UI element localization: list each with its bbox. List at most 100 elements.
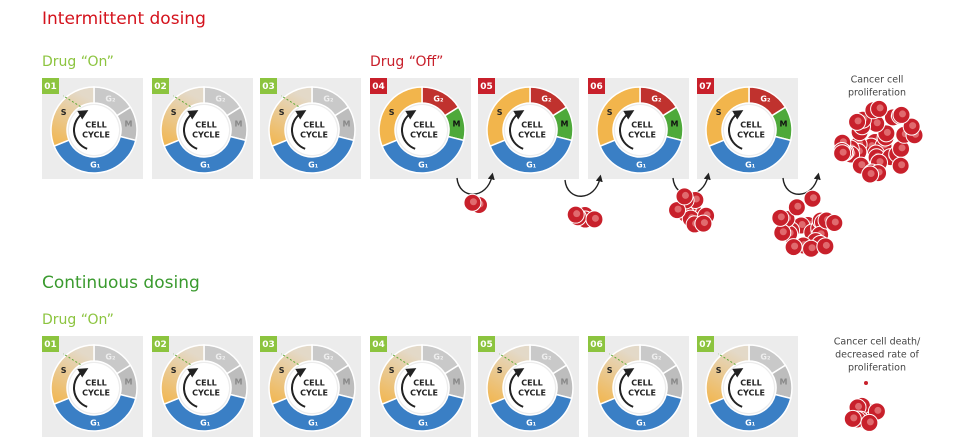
phase-label: M	[779, 377, 787, 386]
phase-label: M	[670, 377, 678, 386]
phase-label: G₂	[215, 95, 226, 104]
cycle-arrow	[619, 110, 635, 150]
panel-number-badge	[370, 336, 387, 352]
drug-block	[280, 353, 299, 366]
cell-nucleus	[674, 205, 682, 213]
cycle-arrow	[183, 368, 199, 408]
panel-number-badge	[478, 78, 495, 94]
cycle-center-label: CYCLE	[82, 131, 110, 140]
cell-nucleus	[779, 228, 787, 236]
phase-label: G₂	[651, 95, 662, 104]
cycle-center-label: CYCLE	[192, 131, 220, 140]
cancer-cell-cluster	[832, 99, 924, 184]
cycle-center-label: CELL	[195, 121, 217, 130]
cell-nucleus	[777, 213, 785, 221]
cycle-center-label: CELL	[195, 379, 217, 388]
phase-label: G₂	[323, 353, 334, 362]
drug-block	[717, 353, 736, 366]
phase-label: G₂	[541, 95, 552, 104]
cycle-center-label: CYCLE	[737, 389, 765, 398]
cell-nucleus	[898, 110, 906, 118]
phase-s	[705, 344, 750, 406]
cycle-arrow	[291, 368, 307, 408]
panel-number: 02	[154, 340, 167, 350]
phase-label: G₂	[323, 95, 334, 104]
cancer-cell-cluster	[843, 396, 886, 432]
phase-label: S	[607, 108, 613, 117]
phase-label: S	[61, 108, 67, 117]
cycle-center-label: CYCLE	[737, 131, 765, 140]
panel-number-badge	[697, 78, 714, 94]
phase-label: G₁	[418, 418, 429, 427]
phase-label: G₁	[418, 160, 429, 169]
growth-arrow	[564, 174, 603, 197]
panel-number: 02	[154, 82, 167, 92]
cycle-center-label: CELL	[303, 121, 325, 130]
cell-nucleus	[854, 117, 862, 125]
phase-label: M	[234, 119, 242, 128]
panel-number-badge	[588, 336, 605, 352]
phase-s	[268, 86, 313, 148]
cycle-center-label: CYCLE	[410, 131, 438, 140]
outcome-label: proliferation	[848, 363, 906, 374]
cell-nucleus	[794, 202, 802, 210]
cell-nucleus	[808, 244, 816, 252]
phase-s	[378, 86, 423, 148]
cell-nucleus	[839, 148, 847, 156]
panel-number: 04	[372, 340, 385, 350]
cell-nucleus	[874, 406, 882, 414]
drug-block	[498, 353, 517, 366]
phase-label: S	[279, 108, 285, 117]
cycle-center-label: CELL	[303, 379, 325, 388]
cell-nucleus	[469, 198, 477, 206]
cell-nucleus	[898, 161, 906, 169]
phase-label: G₂	[651, 353, 662, 362]
phase-label: M	[560, 119, 568, 128]
drug-block	[172, 95, 191, 108]
phase-label: S	[171, 366, 177, 375]
phase-label: M	[342, 119, 350, 128]
cycle-center-label: CELL	[631, 379, 653, 388]
phase-label: G₂	[433, 95, 444, 104]
phase-label: G₂	[541, 353, 552, 362]
phase-label: G₁	[90, 160, 101, 169]
phase-label: G₁	[526, 160, 537, 169]
cycle-center-label: CYCLE	[410, 389, 438, 398]
drug-block	[280, 95, 299, 108]
cell-nucleus	[692, 195, 700, 203]
phase-s	[160, 86, 205, 148]
panel-number-badge	[697, 336, 714, 352]
cell-nucleus	[876, 104, 884, 112]
cycle-arrow	[619, 368, 635, 408]
cell-nucleus	[867, 169, 875, 177]
panel-number: 06	[590, 340, 603, 350]
cell-nucleus	[681, 191, 689, 199]
phase-label: S	[171, 108, 177, 117]
cycle-arrow	[291, 110, 307, 150]
phase-label: G₁	[636, 418, 647, 427]
cell-nucleus	[809, 194, 817, 202]
cancer-cell-cluster	[771, 189, 844, 258]
phase-label: G₁	[200, 160, 211, 169]
panel-number: 01	[44, 340, 57, 350]
section-title: Intermittent dosing	[42, 9, 206, 29]
panel-number-badge	[588, 78, 605, 94]
cell-nucleus	[591, 214, 599, 222]
cycle-center-label: CELL	[85, 121, 107, 130]
cell-nucleus	[850, 414, 858, 422]
phase-s	[160, 344, 205, 406]
cell-nucleus	[700, 219, 708, 227]
group-label: Drug “Off”	[370, 54, 443, 70]
cell-nucleus	[858, 161, 866, 169]
phase-label: M	[452, 119, 460, 128]
cycle-arrow	[401, 110, 417, 150]
cancer-cell-cluster	[463, 193, 488, 214]
panel-number: 03	[262, 82, 275, 92]
phase-label: G₁	[745, 418, 756, 427]
